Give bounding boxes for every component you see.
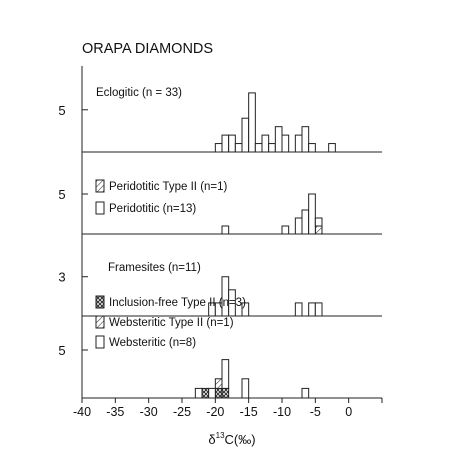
histogram-bar: [328, 143, 336, 153]
histogram-bar: [201, 387, 210, 399]
x-axis-label: δ13C(‰): [208, 431, 255, 447]
panel-label: Framesites (n=11): [108, 262, 201, 274]
y-scale-label: 5: [58, 103, 65, 118]
histogram-bar: [294, 134, 303, 153]
histogram-bar: [281, 225, 290, 235]
histogram-bar: [248, 92, 256, 153]
x-tick-label: -40: [73, 405, 91, 419]
histogram-bar: [308, 143, 316, 153]
histogram-bar: [228, 289, 236, 317]
x-tick-label: -30: [140, 405, 158, 419]
x-axis: -40 -35 -30 -25 -20 -15 -10 -5 0: [73, 398, 383, 419]
histogram-bar: [314, 225, 323, 235]
x-tick-label: -10: [273, 405, 291, 419]
x-tick-label: -5: [310, 405, 321, 419]
legend-swatch: [95, 201, 105, 215]
histogram-bar: [314, 217, 323, 227]
histogram-bar: [221, 359, 230, 389]
histogram-bar: [301, 126, 310, 153]
histogram-bar: [241, 117, 250, 153]
histogram-bar: [294, 302, 303, 317]
x-axis-label-delta: δ: [208, 432, 215, 447]
histogram-bar: [234, 143, 243, 153]
panel-websteritic: 5 Inclusion-free Type II (n=3) Websteritic…: [58, 295, 310, 399]
histogram-bar: [228, 134, 236, 153]
histogram-bar: [221, 225, 230, 235]
y-scale-label: 5: [58, 343, 65, 358]
histogram-bar: [281, 134, 290, 153]
histogram-bar: [214, 143, 223, 153]
y-scale-label: 5: [58, 187, 65, 202]
histogram-bar: [294, 217, 303, 235]
panel-label: Eclogitic (n = 33): [96, 87, 182, 99]
panel-eclogitic: 5 Eclogitic (n = 33): [58, 87, 336, 153]
legend-label: Inclusion-free Type II (n=3): [109, 297, 246, 309]
panel-framesites: 3 Framesites (n=11): [58, 262, 323, 317]
histogram-bar: [221, 134, 230, 153]
histogram-bar: [254, 143, 263, 153]
legend-label: Websteritic Type II (n=1): [109, 317, 234, 329]
x-tick-label: -15: [240, 405, 258, 419]
legend-label: Peridotitic (n=13): [109, 203, 196, 215]
histogram-bar: [268, 143, 276, 153]
x-tick-label: -20: [206, 405, 224, 419]
histogram-bar: [221, 387, 230, 399]
histogram-panels: 5 Eclogitic (n = 33) 5 Peridotitic Type II …: [58, 87, 336, 399]
histogram-bar: [261, 134, 270, 153]
chart-title: ORAPA DIAMONDS: [82, 41, 213, 57]
x-axis-label-superscript: 13: [216, 431, 225, 440]
x-tick-label: -35: [106, 405, 124, 419]
legend-swatch: [95, 295, 105, 309]
legend-label: Peridotitic Type II (n=1): [109, 181, 228, 193]
legend-swatch: [95, 335, 105, 349]
histogram-bar: [301, 209, 310, 235]
histogram-bar: [241, 378, 250, 399]
histogram-bar: [308, 193, 316, 235]
legend-swatch: [95, 179, 105, 193]
histogram-bar: [214, 378, 223, 389]
histogram-bar: [214, 387, 223, 399]
histogram-bar: [194, 387, 203, 399]
legend-swatch: [95, 315, 105, 329]
histogram-bar: [274, 126, 283, 153]
y-scale-label: 3: [58, 270, 65, 285]
histogram-bar: [208, 387, 216, 399]
panel-peridotitic: 5 Peridotitic Type II (n=1) Peridotitic (n…: [58, 179, 323, 235]
x-axis-label-unit: C(‰): [225, 432, 256, 447]
histogram-bar: [314, 302, 323, 317]
x-tick-label: 0: [345, 405, 352, 419]
histogram-bar: [308, 302, 316, 317]
histogram-bar: [241, 302, 250, 317]
legend-label: Websteritic (n=8): [109, 337, 196, 349]
x-tick-label: -25: [173, 405, 191, 419]
histogram-bar: [301, 387, 310, 399]
